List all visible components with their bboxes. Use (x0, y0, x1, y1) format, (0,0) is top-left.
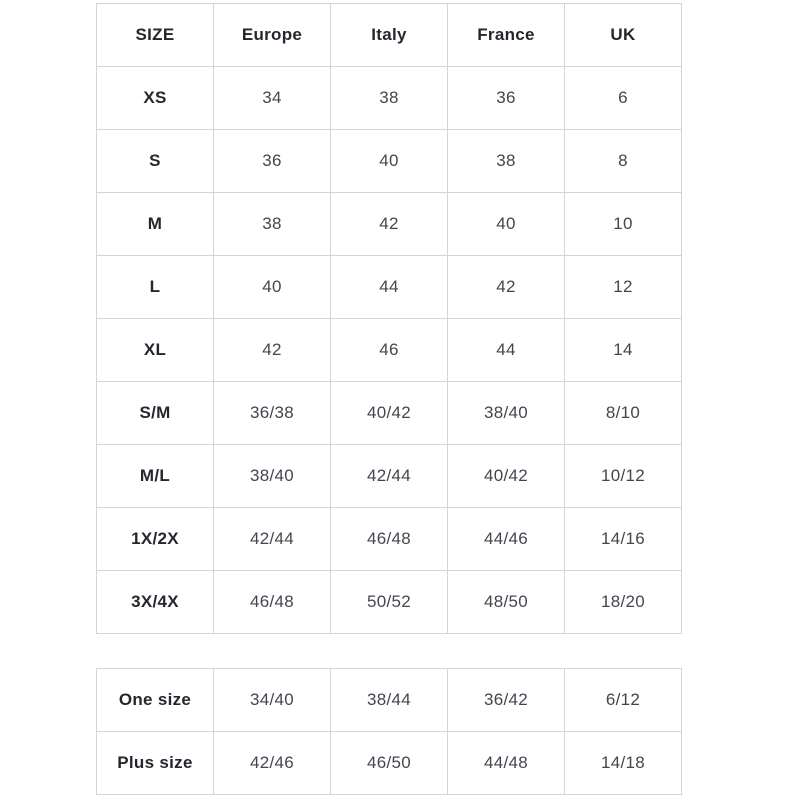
table-row-plus-size: Plus size 42/46 46/50 44/48 14/18 (96, 731, 682, 795)
cell-value: 36/38 (213, 381, 331, 445)
cell-value: 42/44 (213, 507, 331, 571)
cell-value: 40 (330, 129, 448, 193)
cell-value: 10/12 (564, 444, 682, 508)
cell-value: 34 (213, 66, 331, 130)
cell-value: 40 (447, 192, 565, 256)
cell-value: 40 (213, 255, 331, 319)
cell-value: 44/48 (447, 731, 565, 795)
cell-value: 38 (213, 192, 331, 256)
cell-value: 40/42 (447, 444, 565, 508)
cell-value: 42/44 (330, 444, 448, 508)
cell-value: 36 (213, 129, 331, 193)
row-label: M/L (96, 444, 214, 508)
header-cell-europe: Europe (213, 3, 331, 67)
header-row: SIZE Europe Italy France UK (96, 3, 682, 67)
table-row-l: L 40 44 42 12 (96, 255, 682, 319)
table-row-xl: XL 42 46 44 14 (96, 318, 682, 382)
cell-value: 38 (330, 66, 448, 130)
cell-value: 44 (447, 318, 565, 382)
row-label: M (96, 192, 214, 256)
row-label: 1X/2X (96, 507, 214, 571)
cell-value: 40/42 (330, 381, 448, 445)
row-label: XS (96, 66, 214, 130)
cell-value: 48/50 (447, 570, 565, 634)
row-label: L (96, 255, 214, 319)
header-cell-uk: UK (564, 3, 682, 67)
header-cell-france: France (447, 3, 565, 67)
cell-value: 8/10 (564, 381, 682, 445)
cell-value: 10 (564, 192, 682, 256)
cell-value: 14/16 (564, 507, 682, 571)
table-row-one-size: One size 34/40 38/44 36/42 6/12 (96, 668, 682, 732)
cell-value: 50/52 (330, 570, 448, 634)
cell-value: 12 (564, 255, 682, 319)
cell-value: 14/18 (564, 731, 682, 795)
row-label: 3X/4X (96, 570, 214, 634)
cell-value: 42/46 (213, 731, 331, 795)
cell-value: 46/48 (330, 507, 448, 571)
cell-value: 18/20 (564, 570, 682, 634)
row-label: S (96, 129, 214, 193)
cell-value: 46 (330, 318, 448, 382)
table-row-3x4x: 3X/4X 46/48 50/52 48/50 18/20 (96, 570, 682, 634)
table-row-sm: S/M 36/38 40/42 38/40 8/10 (96, 381, 682, 445)
cell-value: 6/12 (564, 668, 682, 732)
cell-value: 42 (447, 255, 565, 319)
cell-value: 38 (447, 129, 565, 193)
size-conversion-main-table: SIZE Europe Italy France UK XS 34 38 36 … (96, 3, 682, 634)
table-row-xs: XS 34 38 36 6 (96, 66, 682, 130)
table-row-1x2x: 1X/2X 42/44 46/48 44/46 14/16 (96, 507, 682, 571)
row-label: One size (96, 668, 214, 732)
cell-value: 36/42 (447, 668, 565, 732)
cell-value: 46/50 (330, 731, 448, 795)
table-row-s: S 36 40 38 8 (96, 129, 682, 193)
table-row-ml: M/L 38/40 42/44 40/42 10/12 (96, 444, 682, 508)
header-cell-italy: Italy (330, 3, 448, 67)
table-row-m: M 38 42 40 10 (96, 192, 682, 256)
cell-value: 38/44 (330, 668, 448, 732)
cell-value: 38/40 (213, 444, 331, 508)
size-conversion-secondary-table: One size 34/40 38/44 36/42 6/12 Plus siz… (96, 668, 682, 795)
row-label: S/M (96, 381, 214, 445)
cell-value: 42 (330, 192, 448, 256)
cell-value: 6 (564, 66, 682, 130)
cell-value: 36 (447, 66, 565, 130)
cell-value: 44/46 (447, 507, 565, 571)
row-label: Plus size (96, 731, 214, 795)
cell-value: 44 (330, 255, 448, 319)
size-conversion-tables: SIZE Europe Italy France UK XS 34 38 36 … (96, 3, 682, 795)
header-cell-size: SIZE (96, 3, 214, 67)
cell-value: 38/40 (447, 381, 565, 445)
cell-value: 34/40 (213, 668, 331, 732)
cell-value: 46/48 (213, 570, 331, 634)
cell-value: 42 (213, 318, 331, 382)
cell-value: 8 (564, 129, 682, 193)
cell-value: 14 (564, 318, 682, 382)
row-label: XL (96, 318, 214, 382)
